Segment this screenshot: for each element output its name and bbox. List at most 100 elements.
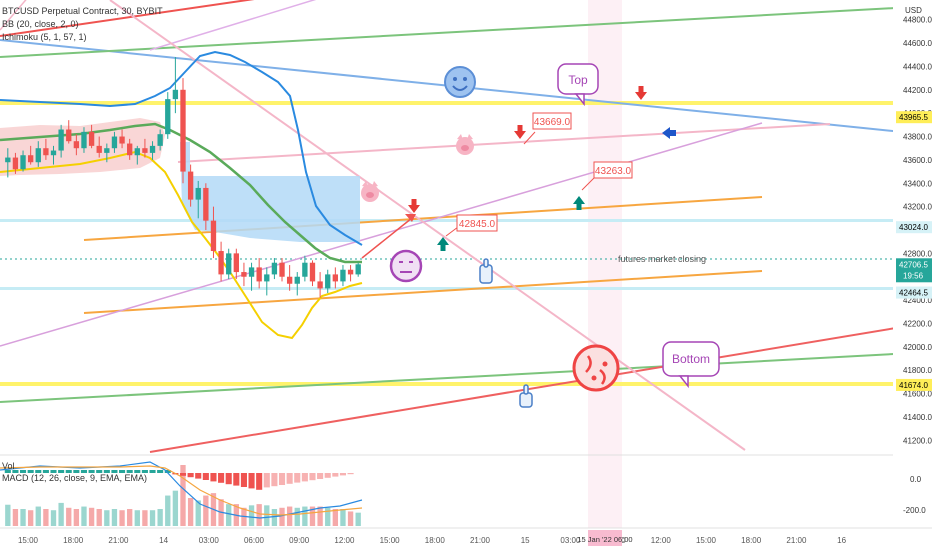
candle-body[interactable] bbox=[248, 267, 255, 277]
level-43965[interactable] bbox=[0, 101, 893, 105]
pig-icon[interactable] bbox=[361, 181, 379, 202]
candle-body[interactable] bbox=[203, 187, 209, 221]
callout-top[interactable]: Top bbox=[557, 63, 599, 107]
price-tag-43263[interactable]: 43263.0 bbox=[581, 161, 633, 191]
candle-body[interactable] bbox=[96, 145, 102, 153]
callout-bottom[interactable]: Bottom bbox=[662, 341, 720, 389]
macd-bar bbox=[195, 473, 202, 479]
price-axis-tag bbox=[896, 378, 932, 391]
candle-body[interactable] bbox=[340, 269, 346, 282]
candle-body[interactable] bbox=[50, 150, 57, 156]
arrow-down-icon[interactable] bbox=[514, 125, 526, 139]
trendline-violet-top[interactable] bbox=[149, 0, 330, 51]
candle-body[interactable] bbox=[81, 131, 87, 149]
candle-body[interactable] bbox=[317, 281, 323, 289]
time-axis[interactable]: 15:00 18:00 21:00 14 03:00 06:00 09:00 12:00 15:… bbox=[0, 527, 932, 550]
candle-body[interactable] bbox=[165, 99, 171, 135]
candle-body[interactable] bbox=[279, 262, 285, 277]
candle-body[interactable] bbox=[66, 129, 72, 142]
candle-body[interactable] bbox=[302, 262, 308, 277]
trendline-pink-mid[interactable] bbox=[177, 123, 831, 163]
macd-label[interactable]: MACD (12, 26, close, 9, EMA, EMA) bbox=[2, 473, 147, 483]
pointing-hand-icon[interactable] bbox=[519, 384, 533, 408]
text-note[interactable]: futures market closing bbox=[618, 254, 706, 264]
price-tag-42845[interactable]: 42845.0 bbox=[445, 214, 498, 237]
candle-body[interactable] bbox=[157, 134, 163, 146]
candle-body[interactable] bbox=[43, 148, 49, 156]
candle-body[interactable] bbox=[5, 157, 11, 163]
callout-top-text: Top bbox=[568, 73, 588, 87]
candle-body[interactable] bbox=[218, 251, 224, 275]
candle-body[interactable] bbox=[88, 131, 95, 146]
indicator-bb-label[interactable]: BB (20, close, 2, 0) bbox=[2, 19, 79, 29]
smiley-neutral-icon[interactable] bbox=[389, 249, 423, 283]
trendline-violet[interactable] bbox=[0, 122, 763, 347]
candle-body[interactable] bbox=[195, 187, 201, 200]
candle-body[interactable] bbox=[210, 220, 217, 252]
indicator-ichimoku-label[interactable]: Ichimoku (5, 1, 57, 1) bbox=[2, 32, 87, 42]
candle-body[interactable] bbox=[309, 262, 316, 282]
time-tick: 18:00 bbox=[63, 536, 84, 545]
arrow-left-icon[interactable] bbox=[662, 127, 676, 139]
candle-body[interactable] bbox=[27, 155, 34, 163]
arrow-down-icon[interactable] bbox=[635, 86, 647, 100]
candle-body[interactable] bbox=[226, 253, 232, 275]
smiley-happy-icon[interactable] bbox=[444, 66, 476, 98]
candle-body[interactable] bbox=[142, 148, 148, 153]
level-42464[interactable] bbox=[0, 287, 893, 290]
pointing-hand-icon[interactable] bbox=[479, 258, 493, 284]
trendline-red-top[interactable] bbox=[0, 0, 275, 37]
macd-bar bbox=[126, 470, 133, 473]
candle-body[interactable] bbox=[271, 262, 278, 275]
candle-body[interactable] bbox=[20, 155, 26, 170]
candle-body[interactable] bbox=[12, 157, 19, 170]
smiley-confused-icon[interactable] bbox=[572, 344, 620, 392]
arrow-down-icon[interactable] bbox=[408, 199, 420, 213]
symbol-title[interactable]: BTCUSD Perpetual Contract, 30, BYBIT bbox=[2, 6, 163, 16]
candle-body[interactable] bbox=[233, 253, 239, 273]
arrow-up-icon[interactable] bbox=[573, 196, 585, 210]
macd-bar bbox=[309, 473, 316, 481]
candle-body[interactable] bbox=[111, 136, 118, 149]
candle-body[interactable] bbox=[241, 272, 247, 277]
candle-body[interactable] bbox=[104, 148, 110, 153]
trendline-green-bottom[interactable] bbox=[0, 351, 932, 403]
candle-body[interactable] bbox=[325, 274, 331, 289]
candle-body[interactable] bbox=[355, 264, 361, 275]
price-axis[interactable]: USD 44800.044600.044400.044200.044000.04… bbox=[893, 0, 932, 528]
level-43024[interactable] bbox=[0, 219, 893, 222]
macd-bar bbox=[179, 473, 187, 476]
candle-body[interactable] bbox=[286, 276, 293, 284]
trendline-orange-top[interactable] bbox=[83, 196, 763, 241]
candle-body[interactable] bbox=[149, 145, 156, 153]
vol-label[interactable]: Vol bbox=[2, 461, 15, 471]
candle-body[interactable] bbox=[134, 148, 140, 156]
trendline-orange-bottom[interactable] bbox=[83, 270, 763, 314]
candle-body[interactable] bbox=[264, 274, 270, 282]
volume-bar bbox=[332, 509, 339, 526]
candle-body[interactable] bbox=[119, 136, 125, 144]
candle-body[interactable] bbox=[294, 276, 300, 284]
volume-bar bbox=[172, 490, 179, 526]
trend-lines bbox=[0, 0, 932, 453]
candle-body[interactable] bbox=[256, 267, 262, 282]
candle-body[interactable] bbox=[180, 89, 186, 172]
macd-bar bbox=[278, 473, 286, 485]
candle-body[interactable] bbox=[347, 269, 354, 275]
candle-body[interactable] bbox=[73, 141, 80, 149]
price-tag-43669[interactable]: 43669.0 bbox=[523, 112, 572, 145]
trendline-red-bottom[interactable] bbox=[149, 321, 932, 453]
trendline-pink-diagonal[interactable] bbox=[109, 0, 746, 451]
candle-body[interactable] bbox=[187, 171, 194, 200]
candle-body[interactable] bbox=[127, 143, 133, 156]
candle-body[interactable] bbox=[172, 89, 179, 100]
candle-body[interactable] bbox=[35, 148, 41, 163]
level-41674[interactable] bbox=[0, 382, 893, 386]
projection-line[interactable] bbox=[361, 217, 413, 259]
candle-body[interactable] bbox=[58, 129, 64, 151]
pig-icon[interactable] bbox=[456, 134, 474, 155]
candle-body[interactable] bbox=[332, 274, 339, 282]
arrow-up-icon[interactable] bbox=[437, 237, 449, 251]
